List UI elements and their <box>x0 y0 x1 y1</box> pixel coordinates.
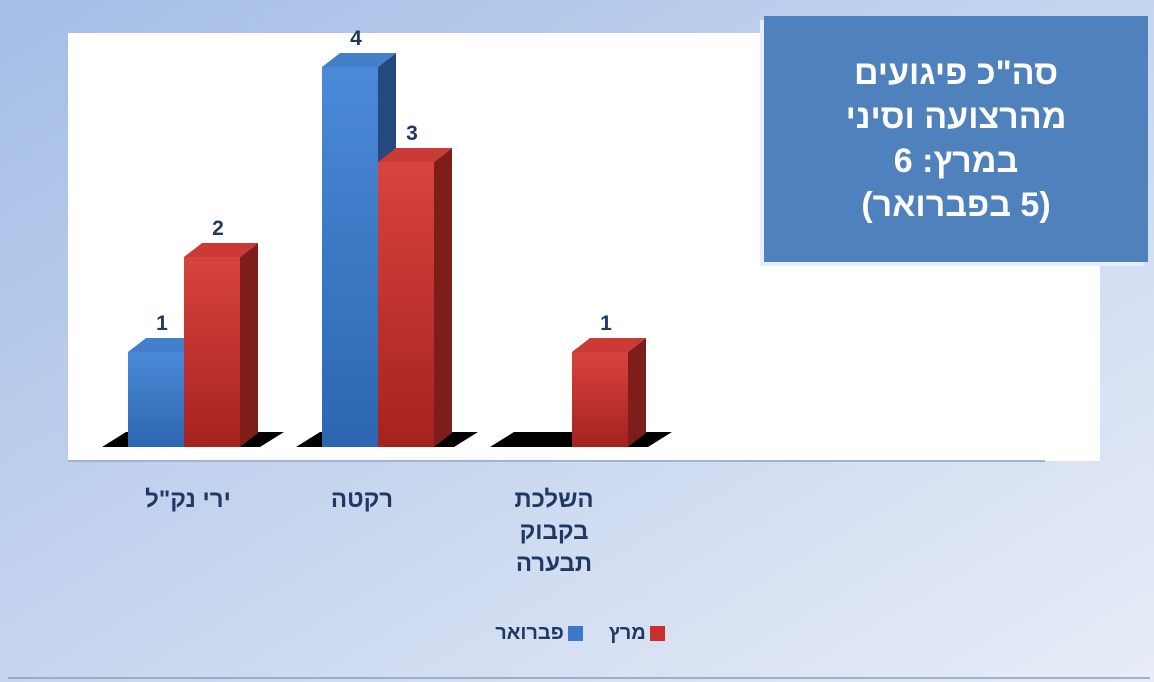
legend-swatch-march <box>649 626 665 641</box>
legend-label-february: פברואר <box>495 622 564 644</box>
legend-label-march: מרץ <box>608 622 646 644</box>
bar-side-1-0 <box>240 243 258 447</box>
bar-top-1-0 <box>184 243 258 257</box>
data-label-0-1: 4 <box>350 27 362 50</box>
title-line-1: סה"כ פיגועים <box>853 54 1059 92</box>
bar-top-1-2 <box>572 338 646 352</box>
title-line-4: (5 בפברואר) <box>861 186 1051 224</box>
data-label-1-2: 1 <box>600 312 612 335</box>
category-label-2-line-0: השלכת <box>514 486 594 513</box>
title-line-3: במרץ: 6 <box>893 142 1019 180</box>
bar-top-0-0 <box>128 338 202 352</box>
category-label-0-line-0: ירי נק"ל <box>145 486 231 513</box>
category-label-1: רקטה <box>272 484 452 516</box>
chart-title: סה"כ פיגועים מהרצועה וסיני במרץ: 6 (5 בפ… <box>764 16 1148 262</box>
bar-1-2 <box>572 352 628 447</box>
legend-item-march: מרץ <box>609 622 665 645</box>
bar-0-0 <box>128 352 184 447</box>
bar-0-1 <box>322 67 378 447</box>
category-label-2-line-1: בקבוק <box>519 518 589 545</box>
bar-top-1-1 <box>378 148 452 162</box>
bar-side-1-1 <box>434 148 452 447</box>
category-label-2: השלכת בקבוק תבערה <box>464 484 644 580</box>
bar-1-1 <box>378 162 434 447</box>
bar-side-1-2 <box>628 338 646 447</box>
category-label-1-line-0: רקטה <box>330 486 394 513</box>
legend-item-february: פברואר <box>495 622 583 645</box>
category-label-2-line-2: תבערה <box>515 550 593 577</box>
legend: מרץ פברואר <box>440 622 720 645</box>
data-label-0-0: 1 <box>156 312 168 335</box>
legend-swatch-february <box>567 626 583 641</box>
data-label-1-0: 2 <box>212 217 224 240</box>
category-label-0: ירי נק"ל <box>98 484 278 516</box>
title-line-2: מהרצועה וסיני <box>845 98 1067 136</box>
bar-1-0 <box>184 257 240 447</box>
bar-top-0-1 <box>322 53 396 67</box>
data-label-1-1: 3 <box>406 122 418 145</box>
bars-layer: 1 2 4 3 1 <box>102 27 672 447</box>
